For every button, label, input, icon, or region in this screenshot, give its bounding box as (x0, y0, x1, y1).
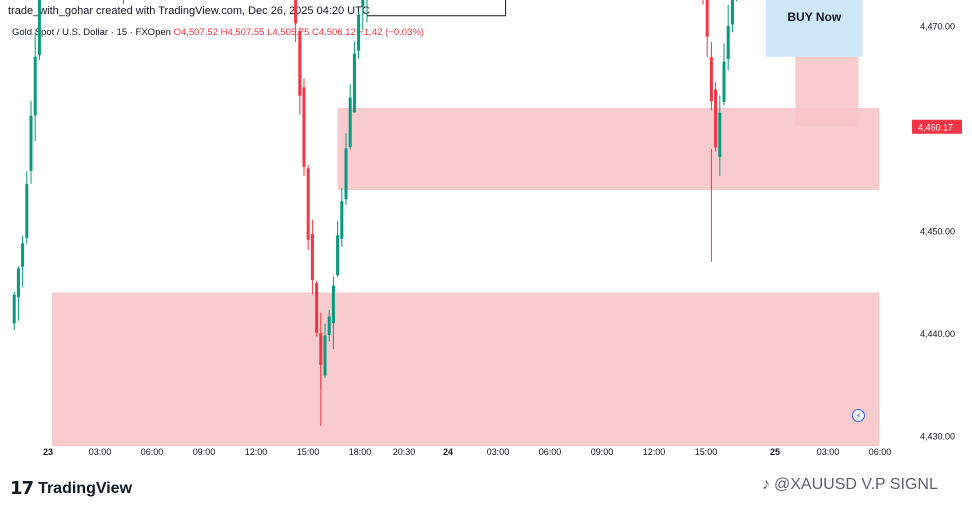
candle-body (336, 235, 340, 276)
candle-body (302, 87, 306, 168)
x-tick-label: 03:00 (487, 447, 510, 457)
lower-zone (52, 292, 880, 447)
candle-body (344, 148, 348, 200)
stop-price-tag (912, 119, 962, 134)
candle-body (25, 184, 29, 238)
candle-body (298, 31, 302, 96)
x-tick-label: 06:00 (869, 447, 892, 457)
chart-credit: trade_with_gohar created with TradingVie… (8, 5, 370, 17)
x-tick-label: 20:30 (393, 447, 416, 457)
stop-price-text: 4,460.17 (918, 122, 953, 132)
candle-body (718, 112, 722, 158)
candle-body (714, 89, 718, 148)
y-tick-label: 4,440.00 (920, 329, 955, 339)
x-tick-label: 03:00 (817, 447, 840, 457)
ohlc-header: Gold Spot / U.S. Dollar · 15 · FXOpen O4… (12, 27, 424, 38)
candle-body (310, 233, 314, 281)
x-tick-label: 15:00 (695, 447, 718, 457)
candle-body (357, 14, 361, 51)
candle-body (709, 57, 713, 102)
tradingview-logo[interactable]: 17 TradingView (10, 478, 132, 499)
tradingview-wordmark: TradingView (38, 479, 133, 497)
x-tick-label: 23 (43, 447, 53, 457)
x-tick-label: 24 (443, 447, 453, 457)
x-tick-label: 12:00 (643, 447, 666, 457)
y-tick-label: 4,470.00 (920, 22, 955, 32)
candle-body (730, 0, 734, 25)
alert-icon (851, 409, 865, 422)
watermark: ♪ @XAUUSD V.P SIGNL (762, 476, 938, 494)
candle-body (306, 168, 310, 240)
x-tick-label: 15:00 (297, 447, 320, 457)
candle-body (294, 0, 298, 24)
tiktok-icon: ♪ (762, 476, 770, 493)
candle-body (352, 53, 356, 113)
buy-now-box (766, 0, 863, 57)
watermark-text: @XAUUSD V.P SIGNL (774, 476, 938, 493)
candle-body (33, 56, 37, 116)
tradingview-mark-icon: 17 (10, 478, 34, 499)
candle-body (37, 0, 41, 56)
x-tick-label: 25 (770, 447, 780, 457)
candle-body (12, 294, 16, 324)
footer-bar: 17 TradingView ♪ @XAUUSD V.P SIGNL (0, 470, 972, 508)
demand-zone (337, 108, 880, 190)
candle-body (315, 283, 319, 333)
candle-body (16, 268, 20, 298)
candle-body (340, 201, 344, 239)
x-tick-label: 06:00 (539, 447, 562, 457)
candle-body (323, 335, 327, 376)
candle-body (705, 0, 709, 37)
candle-body (331, 285, 335, 324)
candle-body (327, 316, 331, 335)
y-tick-label: 4,430.00 (920, 432, 955, 442)
y-tick-label: 4,450.00 (920, 227, 955, 237)
x-tick-label: 09:00 (193, 447, 216, 457)
x-tick-label: 12:00 (245, 447, 268, 457)
candle-body (21, 243, 25, 267)
lightning-icon: ⚡ (855, 412, 861, 422)
candlestick-chart[interactable]: Gold Spot / U.S. Dollar · 15 · FXOpen O4… (0, 0, 972, 470)
candle-body (361, 0, 365, 8)
candle-body (726, 25, 730, 59)
candle-body (348, 97, 352, 148)
x-tick-label: 06:00 (141, 447, 164, 457)
x-tick-label: 18:00 (349, 447, 372, 457)
candle-body (29, 115, 33, 171)
buy-now-label: BUY Now (787, 10, 841, 24)
candle-body (722, 61, 726, 102)
x-tick-label: 09:00 (591, 447, 614, 457)
price-axis-bg (910, 0, 972, 470)
x-tick-label: 03:00 (89, 447, 112, 457)
